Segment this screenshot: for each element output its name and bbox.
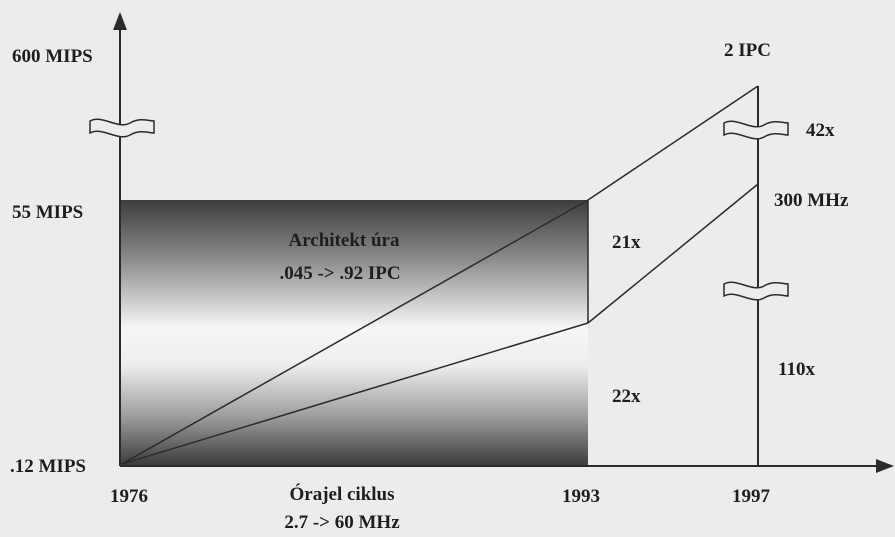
y-axis-arrow: [113, 12, 127, 30]
x-axis-arrow: [876, 459, 894, 473]
y-label-600-mips: 600 MIPS: [12, 46, 93, 67]
x-label-1997: 1997: [732, 486, 771, 507]
clock-cycle-range: 2.7 -> 60 MHz: [284, 512, 400, 533]
y-label-55-mips: 55 MIPS: [12, 202, 83, 223]
factor-110x: 110x: [778, 359, 815, 380]
axis-break-1997-lower: [723, 281, 789, 301]
axis-break-y: [89, 118, 155, 138]
label-300-mhz: 300 MHz: [774, 190, 849, 211]
factor-22x: 22x: [612, 386, 641, 407]
factor-21x: 21x: [612, 232, 641, 253]
trend-mhz-to-1997: [587, 183, 759, 324]
trend-mips-to-1993: [121, 199, 589, 465]
trend-mhz-to-1993: [121, 322, 589, 465]
x-label-1976: 1976: [110, 486, 148, 507]
architecture-label: Architekt úra: [289, 230, 400, 251]
axis-break-1997-upper: [723, 120, 789, 140]
x-label-1993: 1993: [562, 486, 600, 507]
clock-cycle-caption: Órajel ciklus: [289, 483, 394, 505]
y-label-012-mips: .12 MIPS: [10, 456, 86, 477]
factor-42x: 42x: [806, 120, 835, 141]
trend-ipc-to-1997: [587, 85, 759, 201]
architecture-ipc-range: .045 -> .92 IPC: [279, 263, 400, 284]
label-2-ipc: 2 IPC: [724, 40, 771, 61]
